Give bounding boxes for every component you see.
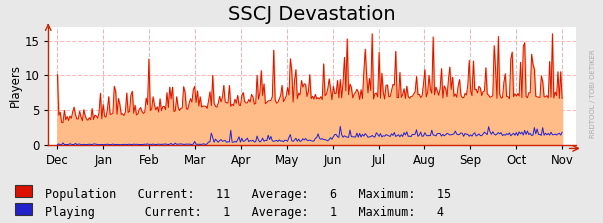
Text: Population   Current:   11   Average:   6   Maximum:   15: Population Current: 11 Average: 6 Maximu… [45, 188, 452, 201]
Text: RRDTOOL / TOBI OETIKER: RRDTOOL / TOBI OETIKER [590, 49, 596, 138]
Text: Playing       Current:   1   Average:   1   Maximum:   4: Playing Current: 1 Average: 1 Maximum: 4 [45, 206, 444, 219]
Title: SSCJ Devastation: SSCJ Devastation [229, 5, 396, 24]
Y-axis label: Players: Players [8, 64, 22, 107]
